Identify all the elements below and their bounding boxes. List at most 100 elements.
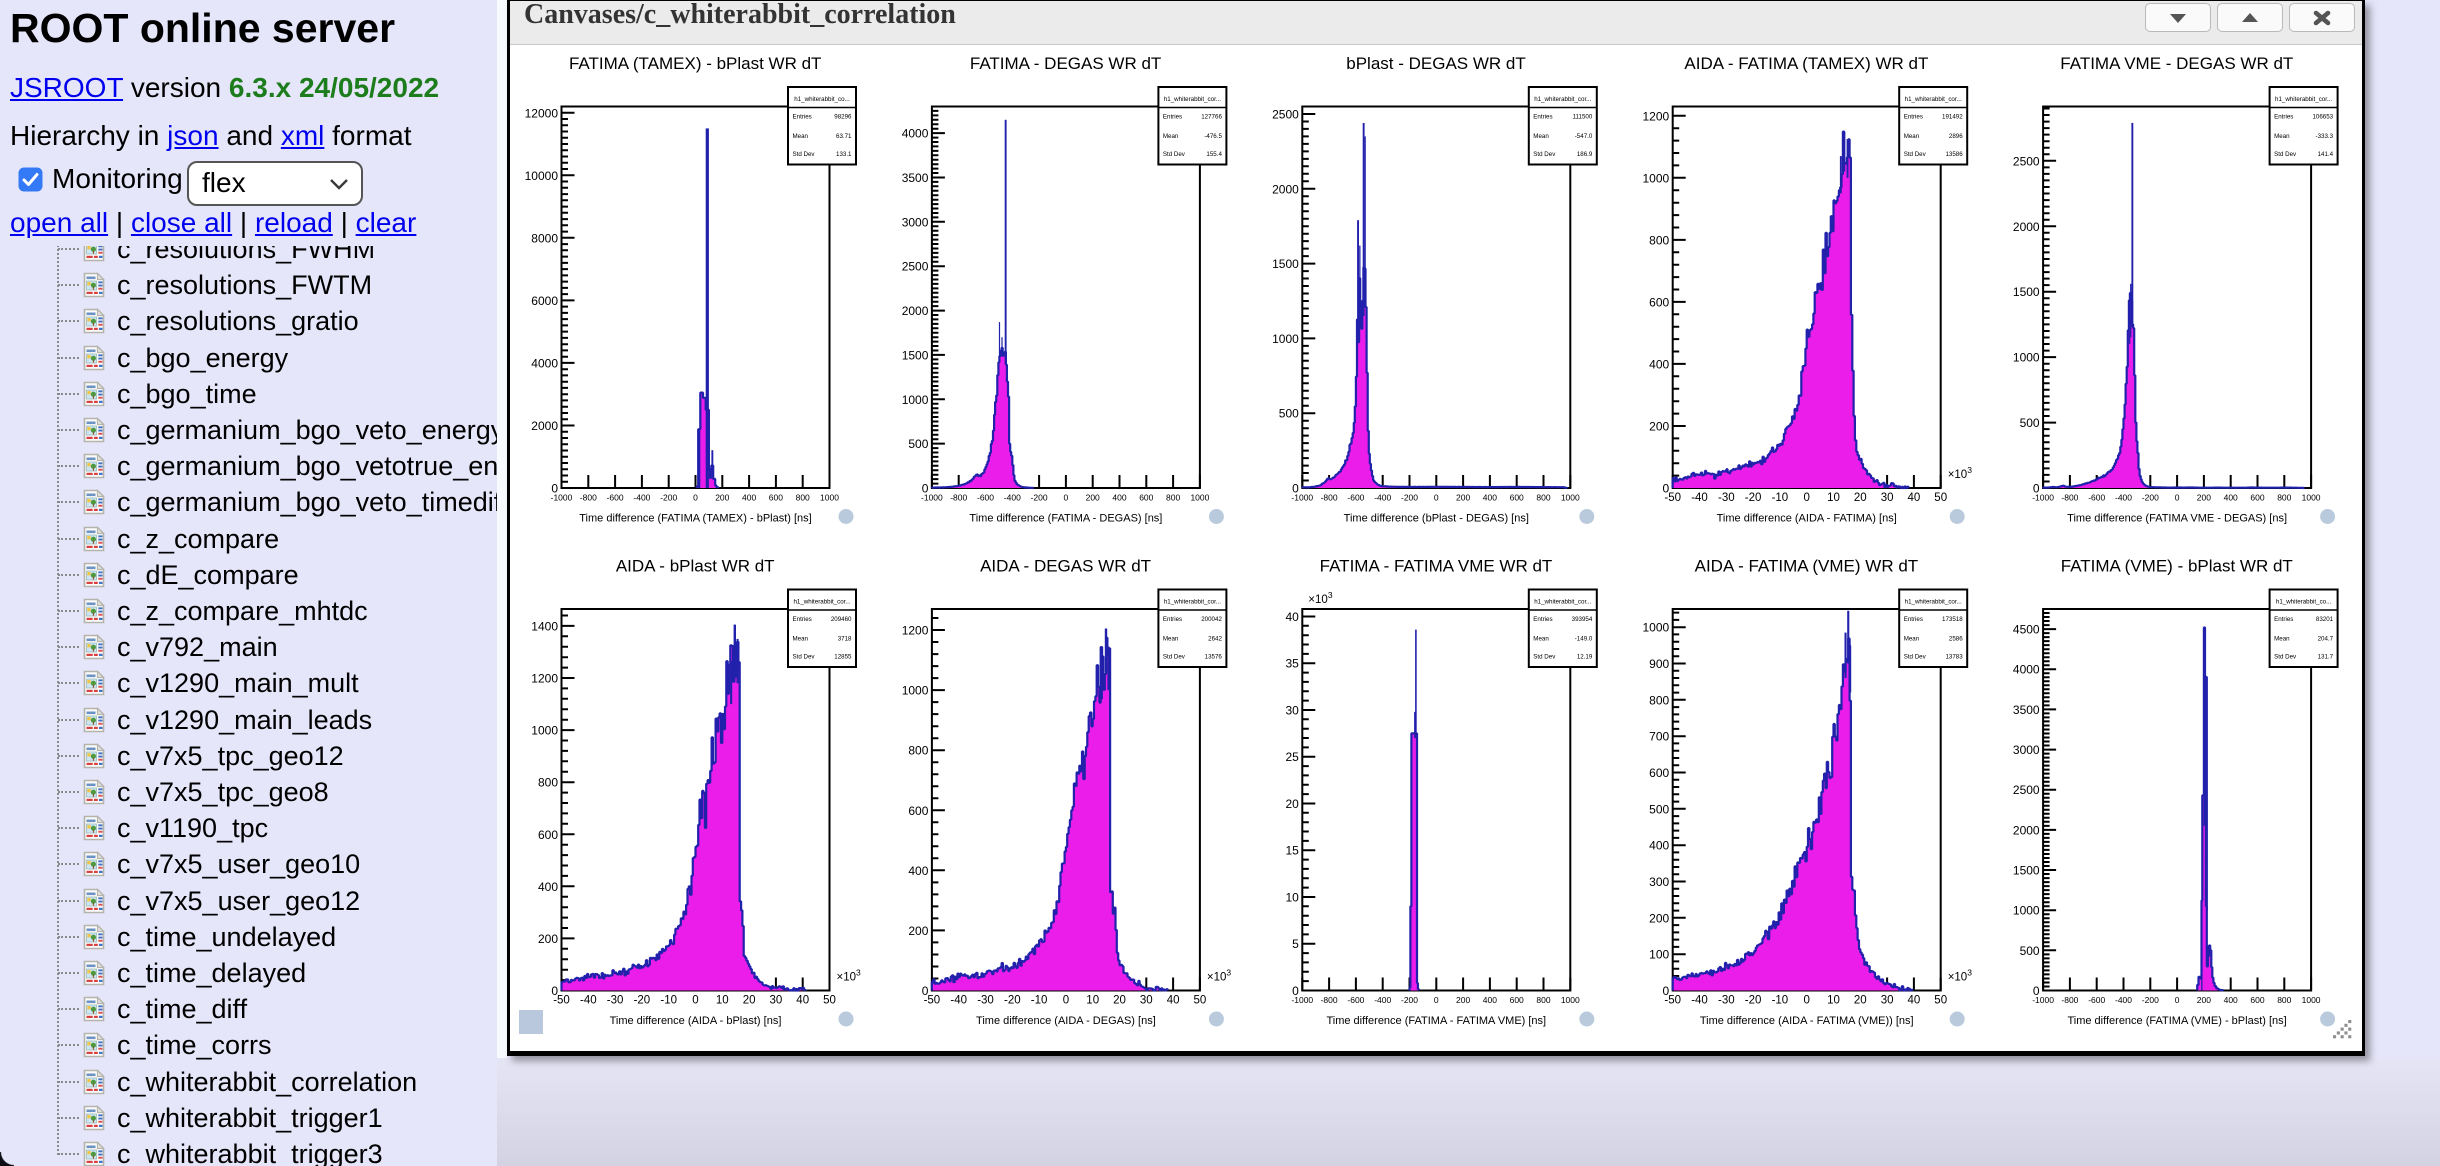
svg-text:Entries: Entries [1533, 114, 1552, 121]
svg-text:Entries: Entries [2274, 114, 2293, 121]
svg-text:600: 600 [1510, 493, 1524, 503]
svg-text:200: 200 [1649, 911, 1669, 925]
svg-text:1200: 1200 [902, 624, 929, 638]
svg-text:Time difference (FATIMA - FATI: Time difference (FATIMA - FATIMA VME) [n… [1326, 1015, 1546, 1027]
svg-text:-20: -20 [1004, 995, 1021, 1007]
svg-text:1000: 1000 [820, 493, 839, 503]
svg-text:bPlast - DEGAS WR dT: bPlast - DEGAS WR dT [1346, 54, 1525, 73]
svg-text:-200: -200 [1401, 493, 1418, 503]
svg-text:h1_whiterabbit_cor...: h1_whiterabbit_cor... [1534, 96, 1591, 103]
svg-text:-400: -400 [2115, 995, 2132, 1005]
svg-text:500: 500 [908, 437, 928, 451]
svg-text:AIDA - FATIMA (TAMEX) WR dT: AIDA - FATIMA (TAMEX) WR dT [1684, 54, 1928, 73]
svg-text:0: 0 [1434, 493, 1439, 503]
svg-text:1000: 1000 [1642, 171, 1669, 185]
svg-text:Entries: Entries [1533, 616, 1552, 623]
svg-text:0: 0 [2033, 482, 2040, 496]
svg-text:400: 400 [1649, 839, 1669, 853]
svg-text:-30: -30 [607, 995, 624, 1007]
svg-text:-10: -10 [1772, 995, 1789, 1007]
svg-text:Std Dev: Std Dev [1533, 654, 1556, 661]
svg-text:10: 10 [1827, 492, 1840, 504]
svg-text:10000: 10000 [525, 169, 559, 183]
svg-text:10: 10 [1285, 891, 1299, 905]
svg-text:Time difference (AIDA - DEGAS): Time difference (AIDA - DEGAS) [ns] [976, 1015, 1156, 1027]
svg-text:13576: 13576 [1205, 654, 1223, 661]
svg-text:2000: 2000 [2013, 220, 2040, 234]
svg-text:173518: 173518 [1942, 616, 1963, 623]
svg-text:-400: -400 [1374, 995, 1391, 1005]
svg-text:200: 200 [1456, 493, 1470, 503]
svg-text:100: 100 [1649, 948, 1669, 962]
svg-text:-20: -20 [634, 995, 651, 1007]
svg-text:106653: 106653 [2312, 114, 2333, 121]
svg-text:Entries: Entries [1904, 114, 1923, 121]
svg-text:-200: -200 [2142, 493, 2159, 503]
svg-text:191492: 191492 [1942, 114, 1963, 121]
svg-text:800: 800 [2277, 493, 2291, 503]
svg-text:-1000: -1000 [1291, 995, 1313, 1005]
svg-text:-800: -800 [950, 493, 967, 503]
svg-text:0: 0 [693, 493, 698, 503]
svg-text:2500: 2500 [902, 260, 929, 274]
svg-text:-50: -50 [1664, 995, 1681, 1007]
svg-text:600: 600 [1139, 493, 1153, 503]
svg-text:0: 0 [2033, 984, 2040, 998]
svg-text:12855: 12855 [834, 654, 852, 661]
svg-text:-10: -10 [660, 995, 677, 1007]
svg-text:0: 0 [1803, 492, 1809, 504]
svg-text:20: 20 [1113, 995, 1126, 1007]
svg-text:h1_whiterabbit_cor...: h1_whiterabbit_cor... [1164, 96, 1221, 103]
svg-text:2000: 2000 [531, 419, 558, 433]
svg-text:-800: -800 [580, 493, 597, 503]
svg-text:0: 0 [1663, 482, 1670, 496]
svg-text:AIDA - DEGAS WR dT: AIDA - DEGAS WR dT [980, 557, 1151, 576]
svg-text:-30: -30 [1718, 995, 1735, 1007]
svg-text:-400: -400 [1374, 493, 1391, 503]
svg-text:800: 800 [1166, 493, 1180, 503]
svg-text:-200: -200 [660, 493, 677, 503]
svg-text:600: 600 [2250, 493, 2264, 503]
svg-text:Time difference (AIDA - FATIMA: Time difference (AIDA - FATIMA (VME)) [n… [1700, 1015, 1914, 1027]
svg-text:0: 0 [1434, 995, 1439, 1005]
svg-text:50: 50 [1934, 995, 1947, 1007]
svg-text:-40: -40 [950, 995, 967, 1007]
svg-text:30: 30 [1881, 995, 1894, 1007]
svg-text:800: 800 [796, 493, 810, 503]
svg-text:133.1: 133.1 [836, 151, 852, 158]
svg-text:141.4: 141.4 [2318, 151, 2334, 158]
svg-text:8000: 8000 [531, 231, 558, 245]
svg-text:30: 30 [1881, 492, 1894, 504]
svg-text:209460: 209460 [831, 616, 852, 623]
svg-text:Time difference (AIDA - bPlast: Time difference (AIDA - bPlast) [ns] [610, 1015, 782, 1027]
svg-text:50: 50 [823, 995, 836, 1007]
svg-text:-547.0: -547.0 [1575, 133, 1593, 140]
svg-text:186.9: 186.9 [1577, 151, 1593, 158]
svg-text:700: 700 [1649, 730, 1669, 744]
svg-text:40: 40 [796, 995, 809, 1007]
svg-text:Mean: Mean [1533, 636, 1549, 643]
svg-text:50: 50 [1194, 995, 1207, 1007]
svg-text:500: 500 [2020, 944, 2040, 958]
svg-text:400: 400 [1112, 493, 1126, 503]
svg-text:400: 400 [2224, 493, 2238, 503]
svg-text:1500: 1500 [1272, 257, 1299, 271]
svg-text:Std Dev: Std Dev [1163, 654, 1186, 661]
svg-text:Time difference (bPlast - DEGA: Time difference (bPlast - DEGAS) [ns] [1344, 513, 1529, 525]
svg-text:3000: 3000 [2013, 743, 2040, 757]
svg-text:1000: 1000 [902, 684, 929, 698]
svg-text:h1_whiterabbit_co...: h1_whiterabbit_co... [2276, 599, 2332, 606]
svg-text:20: 20 [1285, 797, 1299, 811]
svg-text:AIDA - bPlast WR dT: AIDA - bPlast WR dT [616, 557, 775, 576]
svg-text:3500: 3500 [2013, 703, 2040, 717]
svg-text:6000: 6000 [531, 294, 558, 308]
svg-text:50: 50 [1934, 492, 1947, 504]
svg-text:600: 600 [2250, 995, 2264, 1005]
svg-text:-600: -600 [607, 493, 624, 503]
svg-text:200: 200 [1086, 493, 1100, 503]
svg-text:-476.5: -476.5 [1204, 133, 1222, 140]
svg-text:3500: 3500 [902, 171, 929, 185]
svg-text:Mean: Mean [1904, 636, 1920, 643]
svg-text:400: 400 [2224, 995, 2238, 1005]
svg-text:Time difference (FATIMA (TAMEX: Time difference (FATIMA (TAMEX) - bPlast… [579, 513, 811, 525]
